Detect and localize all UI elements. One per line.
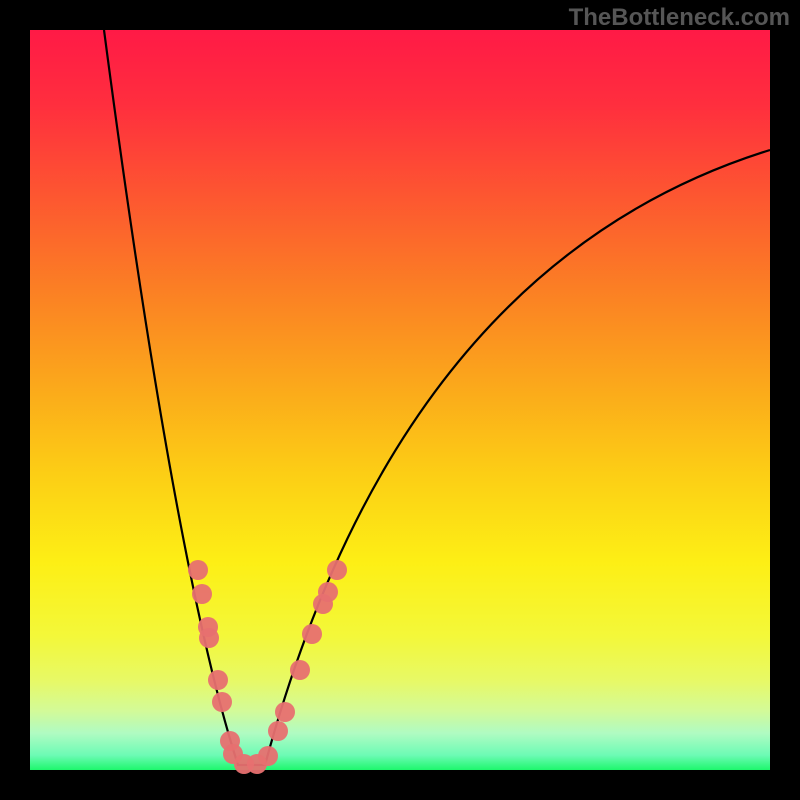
data-marker: [327, 560, 347, 580]
data-marker: [192, 584, 212, 604]
markers-layer: [30, 30, 770, 770]
data-marker: [199, 628, 219, 648]
chart-container: TheBottleneck.com: [0, 0, 800, 800]
plot-area: [30, 30, 770, 770]
watermark-text: TheBottleneck.com: [569, 4, 790, 32]
data-marker: [208, 670, 228, 690]
data-marker: [290, 660, 310, 680]
data-marker: [212, 692, 232, 712]
data-marker: [275, 702, 295, 722]
data-marker: [258, 746, 278, 766]
data-marker: [268, 721, 288, 741]
data-marker: [188, 560, 208, 580]
data-marker: [318, 582, 338, 602]
data-marker: [302, 624, 322, 644]
